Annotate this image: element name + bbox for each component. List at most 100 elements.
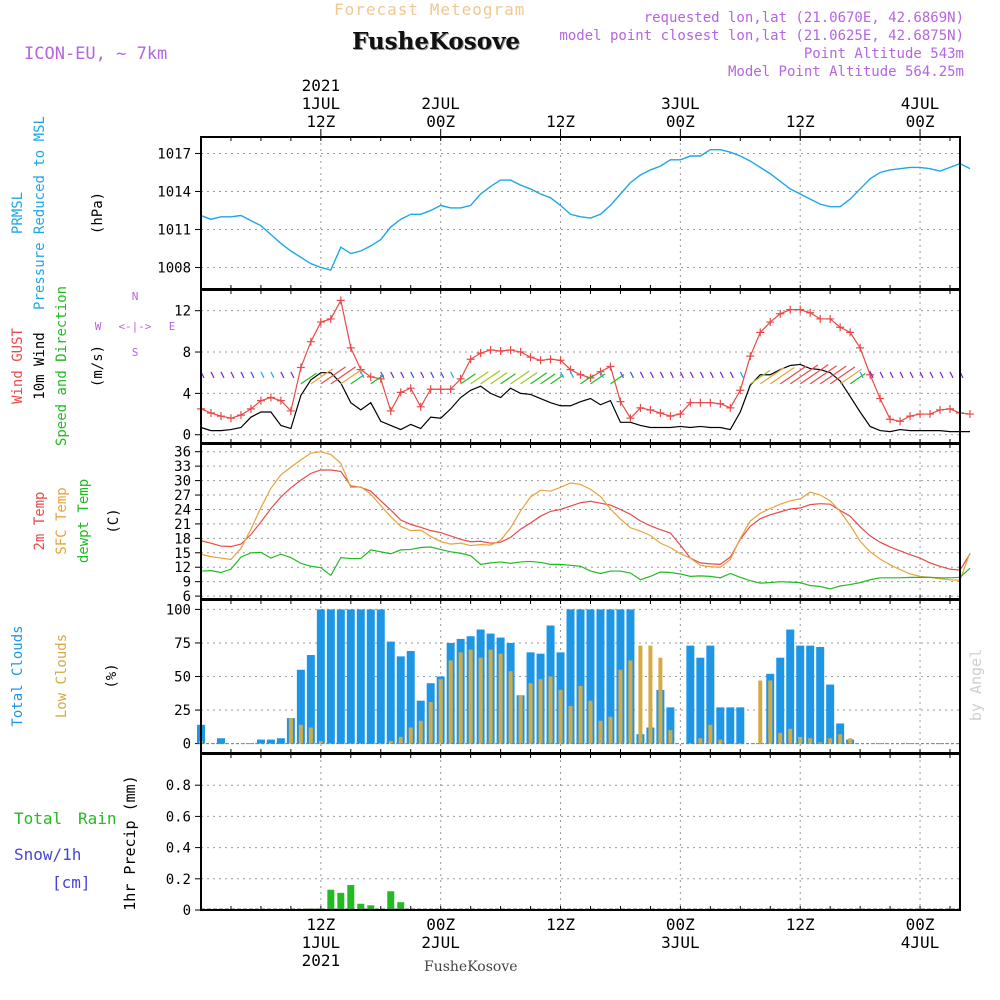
total-cloud-axis-label: Total Clouds: [10, 625, 26, 726]
wind-direction-arrow: [779, 365, 807, 385]
wind-direction-arrow: [270, 371, 275, 379]
wind-direction-arrow: [500, 373, 516, 385]
y-tick-label: 6: [183, 589, 191, 605]
gust-marker: [496, 346, 505, 355]
wind-direction-arrow: [390, 371, 395, 379]
y-tick-label: 27: [174, 488, 191, 504]
total-cloud-bar: [386, 641, 395, 744]
total-cloud-bar: [316, 609, 325, 744]
gust-marker: [766, 318, 775, 327]
y-tick-label: 50: [174, 670, 191, 686]
gust-marker: [456, 374, 465, 383]
model-point-altitude: Model Point Altitude 564.25m: [727, 64, 964, 80]
total-cloud-bar: [376, 609, 385, 744]
total-cloud-bar: [786, 629, 795, 744]
snow-legend-label: Snow/1h: [14, 845, 81, 864]
y-tick-label: 33: [174, 459, 191, 475]
total-cloud-bar: [586, 609, 595, 744]
low-cloud-bar: [598, 720, 603, 744]
wind10-axis-label: 10m Wind: [32, 332, 48, 399]
total-cloud-bar: [736, 707, 745, 744]
wind-direction-arrow: [849, 372, 866, 385]
gust-marker: [546, 355, 555, 364]
wind-direction-arrow: [929, 371, 934, 379]
panel-frame-pressure: [200, 136, 961, 290]
gust-marker: [466, 355, 475, 364]
low-cloud-bar: [578, 685, 583, 744]
gust-marker: [736, 386, 745, 395]
total-cloud-bar: [706, 645, 715, 744]
rain-bar: [347, 885, 355, 910]
gust-marker: [896, 417, 905, 426]
wind-direction-arrow: [520, 372, 538, 385]
gust-marker: [916, 410, 925, 419]
gust-marker: [216, 412, 225, 421]
total-cloud-bar: [356, 609, 365, 744]
pressure-label-long: Pressure Reduced to MSL: [32, 116, 48, 310]
gust-marker: [606, 362, 615, 371]
closest-coordinates: model point closest lon,lat (21.0625E, 4…: [559, 28, 964, 44]
wind-direction-arrow: [320, 366, 346, 385]
gust-marker: [796, 305, 805, 314]
total-cloud-bar: [276, 738, 285, 744]
gust-marker: [506, 345, 515, 354]
y-tick-label: 4: [183, 386, 191, 402]
wind-direction-arrow: [949, 371, 954, 379]
low-cloud-bar: [298, 724, 303, 744]
total-cloud-bar: [696, 657, 705, 744]
total-cloud-bar: [836, 723, 845, 744]
low-cloud-bar: [398, 736, 403, 744]
wind-direction-arrow: [679, 371, 684, 379]
gust-marker: [886, 415, 895, 424]
gust-marker: [256, 396, 265, 405]
low-cloud-bar: [448, 660, 453, 744]
gust-marker: [406, 384, 415, 393]
time-label-top: 2JUL: [421, 94, 460, 113]
gust-marker: [336, 296, 345, 305]
compass-south-label: S: [132, 346, 139, 359]
pressure-unit-label: (hPa): [90, 192, 106, 234]
low-cloud-bar: [518, 695, 523, 744]
wind-direction-arrow: [829, 366, 856, 385]
gust-marker: [656, 409, 665, 418]
wind-direction-arrow: [769, 367, 795, 385]
low-cloud-bar: [638, 645, 643, 744]
rain-bar: [337, 892, 345, 910]
gust-marker: [716, 399, 725, 408]
total-cloud-bar: [596, 609, 605, 744]
low-cloud-bar: [318, 740, 323, 744]
wind-direction-arrow: [420, 371, 425, 379]
precip-axis-title: 1hr Precip (mm): [121, 775, 139, 910]
low-cloud-bar: [538, 679, 543, 744]
total-cloud-bar: [306, 655, 315, 744]
y-tick-label: 12: [174, 304, 191, 320]
low-cloud-bar: [568, 706, 573, 744]
rain-bar: [387, 891, 395, 910]
gust-marker: [396, 388, 405, 397]
wind-direction-arrow: [240, 371, 245, 379]
point-altitude: Point Altitude 543m: [803, 46, 964, 62]
gust-marker: [726, 403, 735, 412]
y-tick-label: 18: [174, 531, 191, 547]
temp2m-series-line: [200, 469, 971, 571]
gust-marker: [286, 406, 295, 415]
gust-marker: [776, 309, 785, 318]
wind-direction-arrow: [370, 374, 384, 385]
gust-marker: [756, 328, 765, 337]
low-cloud-bar: [708, 724, 713, 744]
gust-marker: [596, 367, 605, 376]
dewpt-axis-label: dewpt Temp: [76, 479, 92, 563]
wind-direction-arrow: [809, 365, 837, 385]
total-cloud-bar: [566, 609, 575, 744]
wind-direction-arrow: [639, 371, 644, 379]
model-name: ICON-EU, ~ 7km: [24, 44, 168, 64]
wind10-series-line: [200, 363, 970, 433]
wind-direction-arrow: [909, 371, 914, 379]
low-cloud-bar: [498, 653, 503, 744]
low-cloud-bar: [818, 742, 823, 744]
low-cloud-bar: [668, 730, 673, 744]
wind-direction-arrow: [220, 371, 225, 379]
time-label-bottom: 12Z: [306, 915, 335, 934]
y-tick-label: 1017: [157, 146, 191, 162]
